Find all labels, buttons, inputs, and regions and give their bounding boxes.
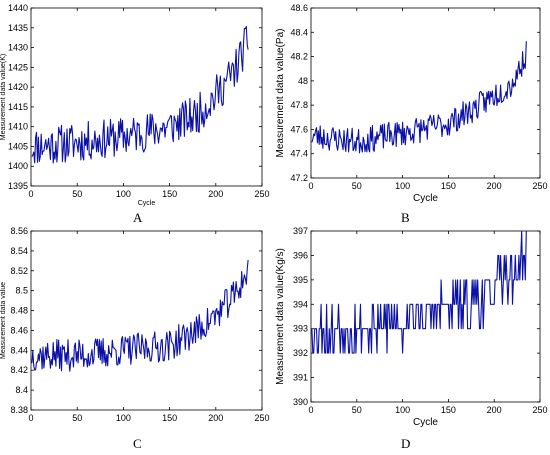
y-tick-label: 390	[293, 397, 308, 407]
y-tick-label: 1405	[8, 141, 28, 151]
x-axis-label: Cycle	[413, 417, 438, 428]
y-tick-label: 8.52	[10, 266, 28, 276]
x-tick-label: 250	[532, 405, 547, 415]
y-tick-label: 48.6	[290, 3, 308, 13]
y-tick-label: 8.56	[10, 226, 28, 236]
x-tick-label: 0	[308, 405, 313, 415]
plot-frame	[30, 7, 263, 187]
x-tick-label: 100	[116, 189, 131, 199]
y-tick-label: 1430	[8, 43, 28, 53]
chart-panel-c: 0 50 100 150 200 250 8.38 8.4 8.42 8.44 8.46 8.48 8.…	[0, 226, 270, 423]
x-tick-label: 150	[441, 181, 456, 191]
chart-panel-d: 0 50 100 150 200 250 390 391 392 393 394 395 396 397 C…	[275, 226, 548, 428]
x-tick-label: 200	[487, 405, 502, 415]
y-tick-label: 1400	[8, 161, 28, 171]
y-tick-label: 47.8	[290, 100, 308, 110]
y-tick-label: 48	[298, 76, 308, 86]
y-tick-label: 8.4	[15, 385, 28, 395]
series-line-b	[311, 41, 527, 154]
y-tick-label: 8.42	[10, 365, 28, 375]
x-tick-label: 200	[487, 181, 502, 191]
x-tick-label: 200	[208, 413, 223, 423]
x-tick-label: 50	[352, 405, 362, 415]
x-tick-label: 100	[116, 413, 131, 423]
y-tick-label: 397	[293, 226, 308, 236]
y-tick-label: 8.5	[15, 286, 28, 296]
x-axis-label: Cycle	[138, 200, 156, 207]
y-tick-label: 1410	[8, 122, 28, 132]
series-line-d	[311, 230, 527, 354]
y-tick-label: 1420	[8, 82, 28, 92]
y-axis-label: Measurement data value	[0, 282, 7, 359]
x-tick-label: 50	[72, 413, 82, 423]
plot-frame	[310, 230, 541, 403]
y-tick-label: 393	[293, 324, 308, 334]
y-tick-label: 8.54	[10, 246, 28, 256]
y-tick-label: 1415	[8, 102, 28, 112]
y-tick-label: 48.2	[290, 52, 308, 62]
x-tick-label: 250	[254, 413, 269, 423]
y-tick-label: 47.4	[290, 149, 308, 159]
y-tick-label: 1395	[8, 181, 28, 191]
y-tick-label: 1440	[8, 3, 28, 13]
y-tick-label: 47.2	[290, 173, 308, 183]
y-tick-label: 395	[293, 275, 308, 285]
y-tick-label: 1425	[8, 62, 28, 72]
x-tick-label: 100	[395, 181, 410, 191]
x-tick-label: 150	[441, 405, 456, 415]
panel-caption-c: C	[133, 436, 142, 451]
x-axis-label: Cycle	[413, 193, 438, 204]
chart-panel-a: 0 50 100 150 200 250 1395 1400 1405 1410 1415 1420 1…	[0, 3, 270, 207]
x-tick-label: 100	[395, 405, 410, 415]
y-tick-label: 396	[293, 250, 308, 260]
x-tick-label: 250	[254, 189, 269, 199]
x-tick-label: 50	[352, 181, 362, 191]
y-tick-label: 8.48	[10, 306, 28, 316]
y-tick-label: 8.38	[10, 405, 28, 415]
x-tick-label: 150	[162, 413, 177, 423]
y-tick-label: 48.4	[290, 27, 308, 37]
y-axis-label: Measurement data value(Pa)	[275, 29, 286, 158]
x-tick-label: 50	[72, 189, 82, 199]
y-tick-label: 8.46	[10, 325, 28, 335]
series-line-c	[31, 259, 249, 372]
x-tick-label: 0	[308, 181, 313, 191]
y-tick-label: 394	[293, 299, 308, 309]
panel-caption-d: D	[401, 436, 411, 451]
x-tick-label: 200	[208, 189, 223, 199]
x-tick-label: 0	[28, 413, 33, 423]
plot-frame	[30, 230, 263, 411]
chart-panel-b: 0 50 100 150 200 250 47.2 47.4 47.6 47.8 48 48.2 48.…	[275, 3, 548, 204]
x-tick-label: 0	[28, 189, 33, 199]
y-axis-label: Measurement data value(Kg/s)	[275, 248, 286, 385]
y-tick-label: 1435	[8, 23, 28, 33]
series-line-a	[31, 25, 249, 164]
y-tick-label: 47.6	[290, 124, 308, 134]
x-tick-label: 150	[162, 189, 177, 199]
y-axis-label: Measurement data value(K)	[0, 54, 7, 140]
panel-caption-a: A	[133, 210, 143, 225]
y-tick-label: 8.44	[10, 345, 28, 355]
plot-frame	[310, 7, 541, 179]
x-tick-label: 250	[532, 181, 547, 191]
y-tick-label: 391	[293, 373, 308, 383]
y-tick-label: 392	[293, 348, 308, 358]
panel-caption-b: B	[401, 210, 410, 225]
